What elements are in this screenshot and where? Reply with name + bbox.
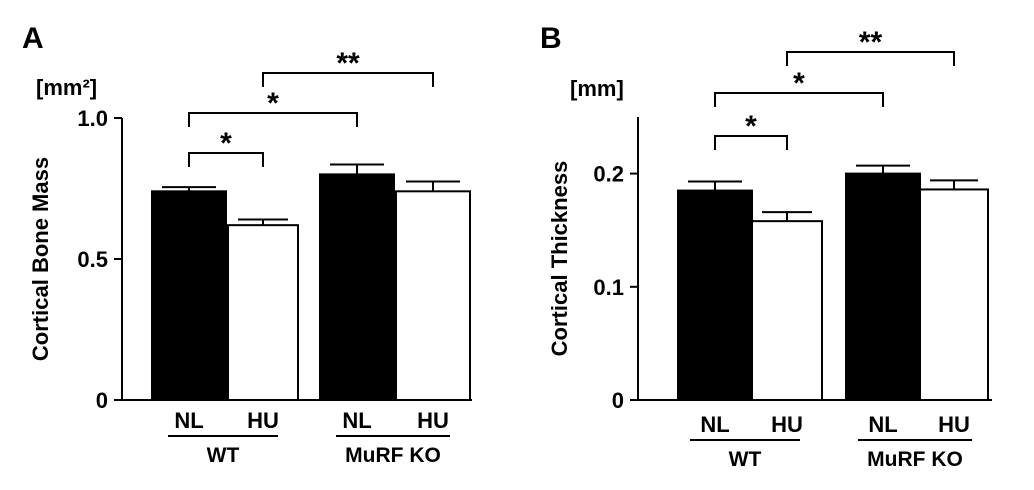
- panel-a-category-label: HU: [417, 408, 449, 433]
- panel-b-significance-bracket: [714, 92, 884, 107]
- panel-a-significance-label: **: [336, 47, 360, 80]
- panel-b-significance-label: **: [859, 26, 883, 59]
- panel-b-y-tick-label: 0.2: [593, 162, 624, 187]
- panel-b-significance-bracket: [786, 51, 955, 66]
- panel-a-y-tick-label: 0.5: [77, 247, 108, 272]
- panel-a-significance-bracket: [188, 152, 264, 167]
- panel-a-bar-wt-hu: [227, 224, 299, 401]
- panel-b-bar-murf-ko-nl: [845, 172, 921, 401]
- panel-b-unit-label: [mm]: [570, 76, 624, 101]
- panel-b-significance-label: *: [745, 110, 757, 143]
- panel-a-significance-label: *: [267, 87, 279, 120]
- panel-a-significance-bracket: [262, 72, 434, 87]
- panel-a-y-tick-label: 1.0: [77, 106, 108, 131]
- panel-a-y-tick-label: 0: [96, 388, 108, 413]
- panel-b-significance-bracket: [714, 135, 788, 150]
- panel-a-bar-murf-ko-hu: [395, 190, 471, 401]
- panel-a-bar-wt-nl: [151, 190, 227, 401]
- panel-b-group-label: MuRF KO: [867, 448, 963, 471]
- panel-a-significance-label: *: [220, 127, 232, 160]
- panel-a-group-label: MuRF KO: [345, 444, 441, 467]
- panel-a-group-label: WT: [207, 444, 240, 467]
- panel-a-category-label: NL: [342, 408, 371, 433]
- panel-b-group-label: WT: [729, 448, 762, 471]
- panel-b-y-tick-label: 0: [612, 388, 624, 413]
- panel-b-y-tick-label: 0.1: [593, 275, 624, 300]
- panel-b-category-label: NL: [700, 412, 729, 437]
- panel-b-significance-label: *: [793, 67, 805, 100]
- panel-b-bar-wt-hu: [751, 220, 823, 401]
- panel-b-y-axis-label: Cortical Thickness: [547, 161, 572, 357]
- panel-a-unit-label: [mm²]: [36, 75, 97, 100]
- panel-a-letter: A: [22, 22, 44, 55]
- panel-a-category-label: NL: [174, 408, 203, 433]
- panel-a-category-label: HU: [247, 408, 279, 433]
- panel-b-category-label: HU: [771, 412, 803, 437]
- panel-b-category-label: HU: [938, 412, 970, 437]
- panel-a-significance-bracket: [188, 112, 358, 127]
- panel-b-bar-murf-ko-hu: [919, 188, 989, 401]
- panel-a-bar-murf-ko-nl: [319, 173, 395, 401]
- panel-b-bar-wt-nl: [677, 189, 753, 401]
- panel-a-y-axis-label: Cortical Bone Mass: [28, 157, 53, 361]
- panel-b-letter: B: [540, 22, 562, 55]
- panel-b-category-label: NL: [868, 412, 897, 437]
